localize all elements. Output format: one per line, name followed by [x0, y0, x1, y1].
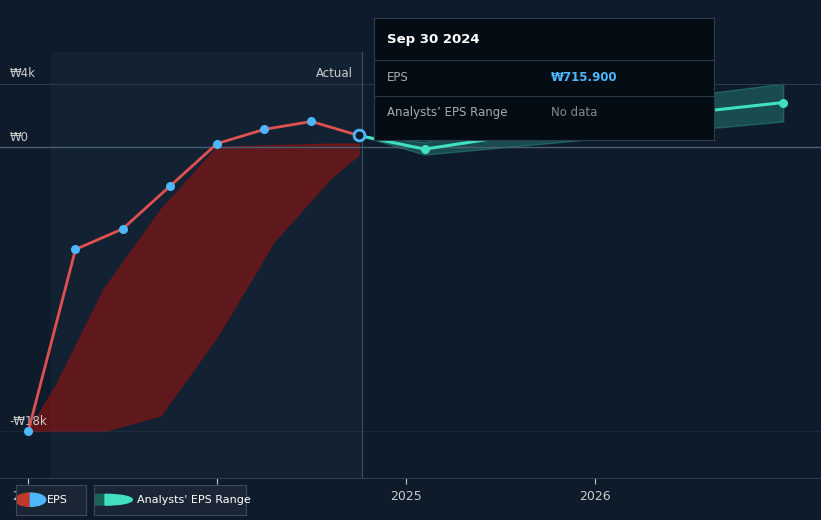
Wedge shape	[15, 493, 30, 506]
Point	[21, 427, 34, 435]
Point	[258, 125, 271, 134]
Text: Analysts’ EPS Range: Analysts’ EPS Range	[388, 106, 507, 119]
Point	[69, 245, 82, 254]
Wedge shape	[78, 495, 105, 505]
Text: Sep 30 2024: Sep 30 2024	[388, 33, 479, 46]
Point	[163, 182, 177, 190]
Text: ₩715.900: ₩715.900	[551, 71, 617, 84]
Point	[777, 98, 790, 107]
Point	[352, 131, 365, 139]
Wedge shape	[30, 493, 46, 506]
Point	[116, 225, 129, 233]
Text: EPS: EPS	[388, 71, 409, 84]
Point	[588, 119, 601, 127]
Text: ₩4k: ₩4k	[9, 68, 35, 81]
Point	[352, 131, 365, 139]
Text: -₩18k: -₩18k	[9, 415, 47, 428]
Point	[305, 118, 318, 126]
Text: EPS: EPS	[47, 495, 68, 505]
Text: Analysts' EPS Range: Analysts' EPS Range	[137, 495, 250, 505]
Text: Actual: Actual	[316, 68, 353, 81]
Text: No data: No data	[551, 106, 597, 119]
Text: Analysts Forecasts: Analysts Forecasts	[381, 68, 491, 81]
Point	[418, 145, 431, 153]
Point	[210, 139, 223, 148]
Wedge shape	[105, 495, 132, 505]
Bar	[51, 52, 362, 478]
Text: ₩0: ₩0	[9, 131, 29, 144]
